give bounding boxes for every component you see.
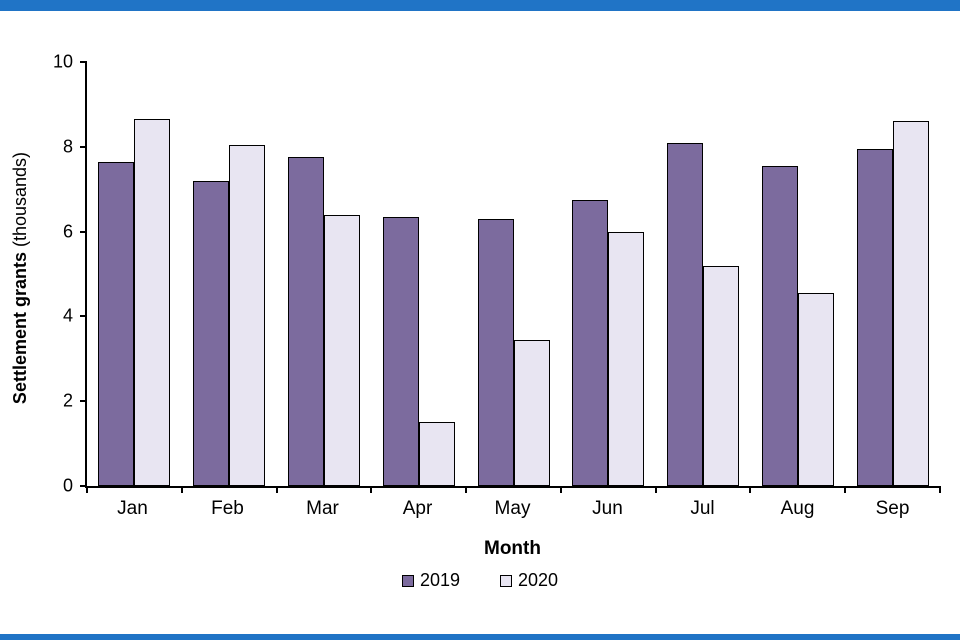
legend-swatch-2020 [500, 574, 512, 587]
y-axis-title-units: (thousands) [10, 151, 30, 253]
y-tick-mark-0 [80, 485, 87, 487]
y-tick-label-8: 8 [62, 136, 73, 157]
x-tick-mark-5 [559, 486, 562, 493]
legend-item-2019: 2019 [401, 570, 460, 591]
legend-item-2020: 2020 [500, 570, 558, 591]
x-tick-mark-1 [180, 486, 183, 493]
bar-group-may [466, 62, 561, 486]
x-tick-label-jun: Jun [592, 498, 623, 519]
x-tick-label-sep: Sep [875, 498, 910, 519]
bar-2020-jul [703, 265, 740, 486]
legend-swatch-2019 [401, 574, 414, 587]
bar-2020-feb [229, 144, 266, 486]
bottom-blue-bar [0, 634, 960, 640]
bar-2020-apr [418, 422, 455, 486]
x-axis-labels: Jan Feb Mar Apr May Jun Jul Aug Sep [85, 498, 940, 520]
bar-2020-mar [323, 214, 360, 486]
bar-group-jan [87, 62, 182, 486]
x-tick-mark-8 [844, 486, 847, 493]
bar-2019-aug [761, 165, 798, 486]
x-tick-label-apr: Apr [402, 498, 433, 519]
bar-group-feb [182, 62, 277, 486]
y-tick-label-2: 2 [62, 390, 73, 411]
bar-2019-sep [856, 148, 893, 486]
x-tick-mark-4 [465, 486, 468, 493]
x-axis-title: Month [484, 538, 541, 559]
x-tick-mark-6 [654, 486, 657, 493]
bar-2019-mar [287, 157, 324, 486]
x-tick-label-may: May [494, 498, 531, 519]
y-tick-mark-4 [80, 315, 87, 318]
x-tick-mark-0 [86, 486, 88, 493]
bar-2019-jun [572, 199, 609, 486]
bar-group-sep [845, 62, 940, 486]
bar-group-apr [371, 62, 466, 486]
y-tick-mark-6 [80, 230, 87, 233]
x-tick-label-jan: Jan [117, 498, 148, 519]
bar-group-jul [656, 62, 751, 486]
x-tick-label-jul: Jul [690, 498, 715, 519]
bar-2019-may [477, 218, 514, 486]
x-tick-mark-9 [939, 486, 941, 493]
y-axis-title: Settlement grants (thousands) [10, 78, 34, 478]
y-axis-title-bold: Settlement grants [10, 252, 30, 405]
bar-group-aug [750, 62, 845, 486]
y-tick-mark-2 [80, 400, 87, 403]
x-tick-label-aug: Aug [780, 498, 815, 519]
bar-2020-sep [892, 121, 929, 486]
bar-group-jun [561, 62, 656, 486]
legend: 2019 2020 [0, 570, 960, 591]
bar-2019-jul [667, 142, 704, 486]
y-tick-mark-10 [80, 61, 87, 63]
bar-2020-may [513, 339, 550, 486]
y-tick-mark-8 [80, 145, 87, 148]
bar-2019-jan [98, 161, 135, 486]
legend-label-2020: 2020 [518, 570, 559, 590]
bar-2019-feb [193, 180, 230, 486]
y-tick-label-10: 10 [52, 51, 73, 72]
x-tick-label-mar: Mar [306, 498, 339, 519]
x-tick-label-feb: Feb [211, 498, 244, 519]
legend-label-2019: 2019 [419, 570, 460, 590]
y-tick-label-4: 4 [62, 305, 73, 326]
bar-group-mar [277, 62, 372, 486]
top-blue-bar [0, 0, 960, 11]
y-tick-label-6: 6 [62, 221, 73, 242]
bar-2020-aug [797, 293, 834, 486]
bar-2020-jun [608, 231, 645, 486]
x-tick-mark-3 [370, 486, 373, 493]
y-tick-label-0: 0 [62, 475, 73, 496]
x-tick-mark-2 [275, 486, 278, 493]
bar-2020-jan [134, 119, 171, 486]
x-tick-mark-7 [749, 486, 752, 493]
bar-2019-apr [382, 216, 419, 486]
plot-area: 0 2 4 6 8 10 [53, 52, 941, 496]
